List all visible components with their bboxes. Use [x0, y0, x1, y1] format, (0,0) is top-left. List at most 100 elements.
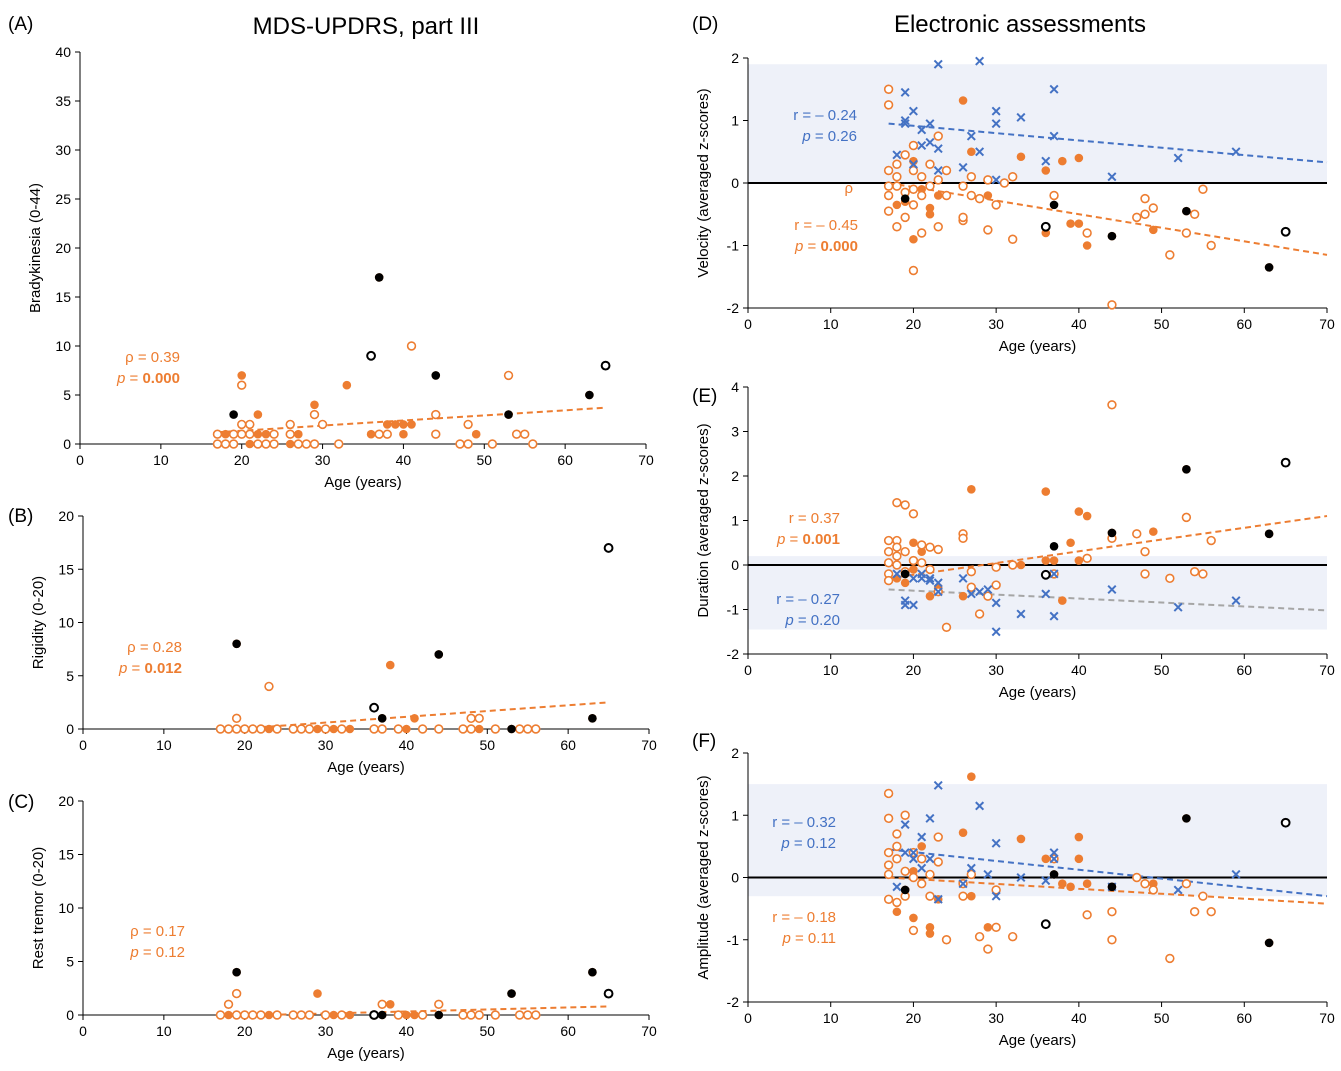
- data-point: [1107, 584, 1117, 594]
- panel-C: 0 10 20 30 40 50 60 70 0 5 10 15 20 Age (years) Rest t…: [8, 792, 657, 1062]
- data-point: [925, 137, 935, 147]
- data-point: [402, 1010, 411, 1020]
- data-point: [391, 420, 400, 429]
- data-point: [991, 885, 1001, 895]
- data-point: [892, 897, 902, 908]
- data-point: [256, 724, 266, 734]
- data-point: [909, 234, 918, 244]
- x-tick-label: 0: [744, 662, 752, 678]
- stat-annotation: ρ: [844, 180, 853, 197]
- data-point: [900, 810, 910, 820]
- data-point: [1264, 938, 1274, 948]
- data-point: [1082, 241, 1092, 250]
- data-point: [1058, 156, 1067, 166]
- data-point: [434, 1010, 444, 1020]
- reference-band: [748, 556, 1327, 630]
- data-point: [883, 813, 894, 824]
- data-point: [377, 724, 387, 734]
- data-point: [1066, 219, 1075, 228]
- data-point: [916, 854, 927, 864]
- stat-annotation: r = – 0.18: [772, 909, 836, 926]
- stat-annotation: r = – 0.45: [794, 217, 858, 234]
- y-tick-label: -2: [727, 300, 740, 316]
- y-tick-label: 15: [58, 561, 74, 577]
- data-point: [520, 429, 530, 439]
- data-point: [313, 989, 322, 998]
- data-point: [248, 724, 258, 734]
- data-point: [471, 429, 481, 439]
- data-point: [892, 181, 902, 191]
- data-point: [1148, 203, 1159, 213]
- panel-label: (F): [692, 731, 716, 752]
- data-point: [966, 131, 976, 141]
- data-point: [507, 724, 516, 734]
- data-point: [1198, 891, 1208, 901]
- data-point: [916, 879, 927, 889]
- data-point: [933, 894, 943, 904]
- data-point: [261, 429, 271, 439]
- data-point: [883, 535, 894, 546]
- data-point: [374, 429, 384, 439]
- data-point: [1049, 611, 1059, 621]
- data-point: [917, 842, 926, 851]
- data-point: [1041, 854, 1051, 864]
- data-point: [933, 222, 943, 232]
- data-point: [309, 439, 320, 449]
- data-point: [983, 591, 993, 601]
- data-point: [916, 172, 927, 182]
- data-point: [883, 165, 894, 176]
- data-point: [1049, 542, 1059, 551]
- x-tick-label: 60: [1236, 316, 1252, 332]
- data-point: [908, 140, 919, 151]
- data-point: [393, 1010, 404, 1020]
- x-tick-label: 30: [988, 1010, 1004, 1026]
- y-tick-label: 0: [66, 721, 74, 737]
- data-point: [933, 165, 943, 176]
- x-axis-label: Age (years): [999, 684, 1077, 701]
- data-point: [983, 944, 993, 954]
- data-point: [917, 573, 927, 583]
- data-point: [933, 175, 943, 185]
- data-point: [220, 439, 231, 449]
- data-point: [466, 1010, 476, 1020]
- data-point: [908, 106, 918, 116]
- y-tick-label: 20: [55, 240, 71, 256]
- data-point: [417, 1010, 428, 1020]
- x-tick-label: 70: [641, 1023, 657, 1039]
- data-point: [925, 854, 935, 864]
- y-tick-label: 4: [731, 379, 739, 395]
- data-point: [245, 419, 255, 430]
- data-point: [908, 600, 918, 610]
- data-point: [296, 1010, 307, 1020]
- data-point: [474, 713, 484, 724]
- data-point: [212, 429, 223, 439]
- y-tick-label: 0: [731, 870, 739, 886]
- data-point: [1181, 228, 1192, 238]
- x-tick-label: 40: [399, 1023, 415, 1039]
- data-point: [925, 813, 935, 823]
- data-point: [1140, 193, 1150, 204]
- panel-label: (E): [692, 386, 717, 407]
- data-point: [603, 988, 614, 999]
- data-point: [1140, 879, 1150, 889]
- data-point: [892, 159, 902, 169]
- data-point: [967, 147, 976, 157]
- trendline: [888, 848, 1328, 898]
- data-point: [1066, 882, 1075, 892]
- data-point: [374, 273, 384, 282]
- data-point: [504, 410, 513, 419]
- data-point: [1149, 527, 1158, 536]
- data-point: [1082, 511, 1092, 521]
- data-point: [1049, 190, 1059, 201]
- data-point: [1181, 879, 1192, 889]
- data-point: [1049, 556, 1059, 565]
- x-axis-label: Age (years): [327, 759, 405, 776]
- data-point: [900, 119, 910, 129]
- data-point: [966, 863, 976, 873]
- x-tick-label: 20: [906, 316, 922, 332]
- stat-annotation: r = – 0.32: [772, 814, 836, 831]
- data-point: [269, 429, 279, 439]
- x-tick-label: 50: [479, 737, 495, 753]
- x-tick-label: 0: [744, 316, 752, 332]
- y-tick-label: 5: [66, 668, 74, 684]
